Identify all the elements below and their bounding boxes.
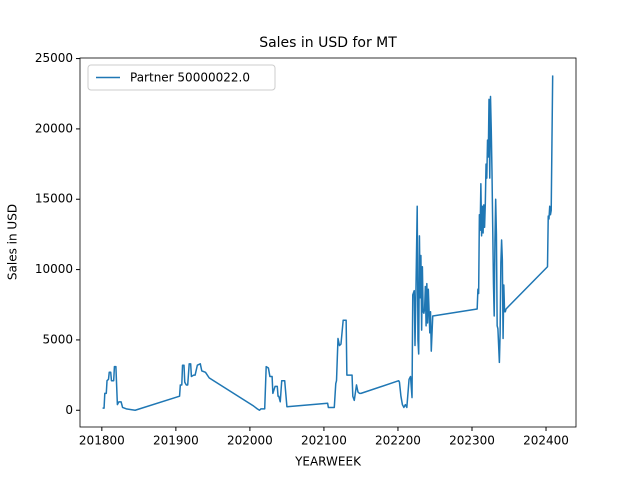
plot-frame <box>79 57 577 428</box>
y-axis-label: Sales in USD <box>6 204 20 280</box>
y-tick-label: 10000 <box>35 262 73 276</box>
y-tick-label: 20000 <box>35 121 73 135</box>
legend-box <box>87 64 276 91</box>
y-tick-label: 15000 <box>35 192 73 206</box>
chart-title: Sales in USD for MT <box>259 35 397 51</box>
y-tick-label: 25000 <box>35 51 73 65</box>
y-tick-label: 5000 <box>42 332 73 346</box>
x-tick-label: 202000 <box>227 434 273 448</box>
y-tick-label: 0 <box>65 403 73 417</box>
data-line <box>102 75 554 412</box>
x-tick-label: 202300 <box>449 434 495 448</box>
x-axis-label: YEARWEEK <box>294 455 362 469</box>
x-tick-label: 202100 <box>301 434 347 448</box>
x-tick-label: 202400 <box>523 434 569 448</box>
x-tick-label: 201900 <box>153 434 199 448</box>
legend-label: Partner 50000022.0 <box>130 71 250 85</box>
x-tick-label: 202200 <box>375 434 421 448</box>
x-tick-label: 201800 <box>79 434 125 448</box>
